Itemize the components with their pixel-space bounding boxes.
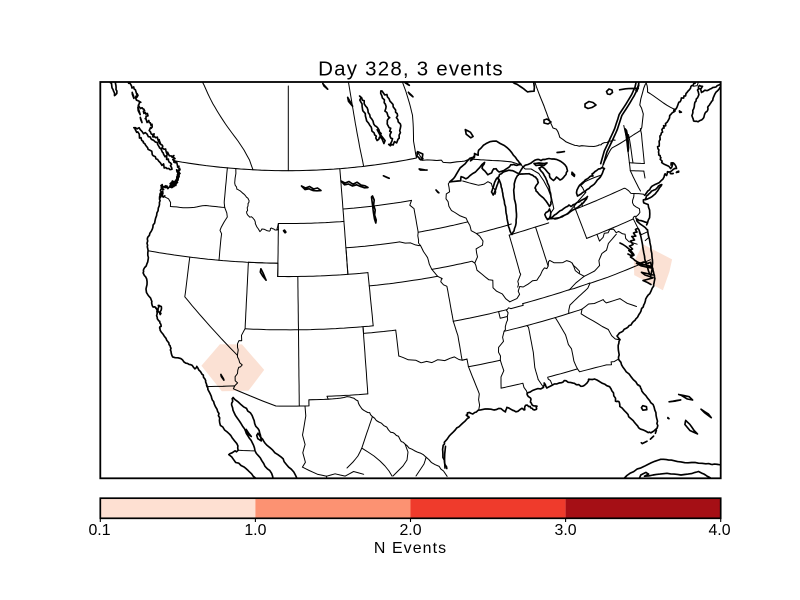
- svg-text:N Events: N Events: [374, 540, 447, 557]
- svg-text:0.1: 0.1: [88, 522, 110, 539]
- svg-text:Day 328, 3 events: Day 328, 3 events: [318, 58, 504, 81]
- svg-text:1.0: 1.0: [244, 522, 266, 539]
- svg-text:4.0: 4.0: [708, 522, 730, 539]
- svg-text:3.0: 3.0: [555, 522, 577, 539]
- svg-text:2.0: 2.0: [399, 522, 421, 539]
